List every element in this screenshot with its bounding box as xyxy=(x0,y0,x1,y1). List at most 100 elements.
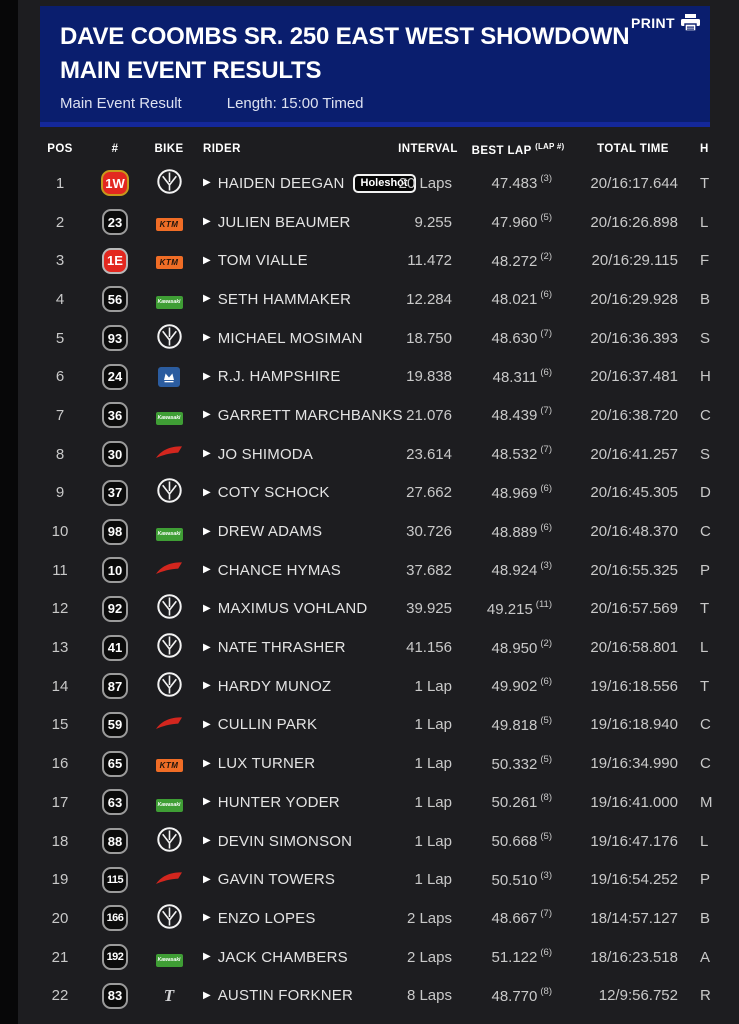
total-time: 20/16:17.644 xyxy=(590,174,678,192)
expand-arrow-icon[interactable]: ▶ xyxy=(203,951,211,963)
interval: 1 Lap xyxy=(414,755,452,773)
hometown: A xyxy=(700,948,711,966)
print-button[interactable]: PRINT xyxy=(631,14,700,31)
table-row[interactable]: 1 1W ▶ HAIDEN DEEGAN Holeshot 20 Laps 47… xyxy=(18,164,739,203)
table-row[interactable]: 6 24 ▶ R.J. HAMPSHIRE 19.838 48.311 (6) 2… xyxy=(18,357,739,396)
rider-name: JO SHIMODA xyxy=(217,445,314,463)
expand-arrow-icon[interactable]: ▶ xyxy=(203,525,211,537)
total-time: 12/9:56.752 xyxy=(598,987,678,1005)
interval: 2 Laps xyxy=(406,909,452,927)
expand-arrow-icon[interactable]: ▶ xyxy=(203,216,211,228)
rider-name: JULIEN BEAUMER xyxy=(217,213,351,231)
table-row[interactable]: 2 23 KTM ▶ JULIEN BEAUMER 9.255 47.960 (5… xyxy=(18,203,739,242)
number-plate: 93 xyxy=(102,325,128,352)
total-time: 19/16:18.940 xyxy=(590,716,678,734)
table-row[interactable]: 16 65 KTM ▶ LUX TURNER 1 Lap 50.332 (5) 1… xyxy=(18,744,739,783)
table-row[interactable]: 21 192 Kawasaki ▶ JACK CHAMBERS 2 Laps 5… xyxy=(18,938,739,977)
hometown: B xyxy=(700,290,711,308)
table-row[interactable]: 22 83 T ▶ AUSTIN FORKNER 8 Laps 48.770 (8… xyxy=(18,976,739,1015)
total-time: 19/16:34.990 xyxy=(590,755,678,773)
expand-arrow-icon[interactable]: ▶ xyxy=(203,680,211,692)
best-lap-number: (6) xyxy=(540,482,552,494)
rider-name: SETH HAMMAKER xyxy=(217,290,352,308)
total-time: 20/16:45.305 xyxy=(590,484,678,502)
expand-arrow-icon[interactable]: ▶ xyxy=(203,409,211,421)
table-row[interactable]: 20 166 ▶ ENZO LOPES 2 Laps 48.667 (7) 18/… xyxy=(18,899,739,938)
expand-arrow-icon[interactable]: ▶ xyxy=(203,602,211,614)
expand-arrow-icon[interactable]: ▶ xyxy=(203,254,211,266)
number-plate: 10 xyxy=(102,557,128,584)
rider-name: HUNTER YODER xyxy=(217,793,340,811)
table-row[interactable]: 17 63 Kawasaki ▶ HUNTER YODER 1 Lap 50.2… xyxy=(18,783,739,822)
expand-arrow-icon[interactable]: ▶ xyxy=(203,564,211,576)
interval: 37.682 xyxy=(406,561,452,579)
table-row[interactable]: 19 115 ▶ GAVIN TOWERS 1 Lap 50.510 (3) 19… xyxy=(18,860,739,899)
best-lap-time: 47.483 xyxy=(491,175,538,193)
table-row[interactable]: 11 10 ▶ CHANCE HYMAS 37.682 48.924 (3) 20… xyxy=(18,551,739,590)
best-lap-time: 48.924 xyxy=(491,562,538,580)
table-row[interactable]: 4 56 Kawasaki ▶ SETH HAMMAKER 12.284 48.… xyxy=(18,280,739,319)
position: 9 xyxy=(55,484,65,502)
expand-arrow-icon[interactable]: ▶ xyxy=(203,718,211,730)
honda-icon xyxy=(155,560,183,580)
expand-arrow-icon[interactable]: ▶ xyxy=(203,293,211,305)
best-lap-time: 50.261 xyxy=(491,794,538,812)
results-table: POS # BIKE RIDER INTERVAL BEST LAP (LAP … xyxy=(18,134,739,1015)
col-pos: POS xyxy=(47,143,73,155)
interval: 11.472 xyxy=(407,252,452,270)
hometown: T xyxy=(700,600,710,618)
number-plate: 115 xyxy=(102,866,128,893)
hometown: D xyxy=(700,484,711,502)
total-time: 20/16:36.393 xyxy=(590,329,678,347)
table-row[interactable]: 7 36 Kawasaki ▶ GARRETT MARCHBANKS 21.07… xyxy=(18,396,739,435)
expand-arrow-icon[interactable]: ▶ xyxy=(203,796,211,808)
expand-arrow-icon[interactable]: ▶ xyxy=(203,486,211,498)
expand-arrow-icon[interactable]: ▶ xyxy=(203,873,211,885)
expand-arrow-icon[interactable]: ▶ xyxy=(203,912,211,924)
table-row[interactable]: 3 1E KTM ▶ TOM VIALLE 11.472 48.272 (2) 2… xyxy=(18,241,739,280)
total-time: 18/16:23.518 xyxy=(590,948,678,966)
table-row[interactable]: 15 59 ▶ CULLIN PARK 1 Lap 49.818 (5) 19/1… xyxy=(18,706,739,745)
rider-name: COTY SCHOCK xyxy=(217,484,330,502)
interval: 27.662 xyxy=(406,484,452,502)
table-row[interactable]: 13 41 ▶ NATE THRASHER 41.156 48.950 (2) 2… xyxy=(18,628,739,667)
hometown: C xyxy=(700,523,711,541)
position: 11 xyxy=(52,561,68,579)
rider-name: TOM VIALLE xyxy=(217,252,308,270)
table-row[interactable]: 10 98 Kawasaki ▶ DREW ADAMS 30.726 48.88… xyxy=(18,512,739,551)
table-row[interactable]: 12 92 ▶ MAXIMUS VOHLAND 39.925 49.215 (11… xyxy=(18,590,739,629)
hometown: F xyxy=(700,252,710,270)
best-lap-time: 48.770 xyxy=(491,987,538,1005)
best-lap-time: 49.215 xyxy=(486,600,533,618)
position: 16 xyxy=(51,755,69,773)
table-row[interactable]: 14 87 ▶ HARDY MUNOZ 1 Lap 49.902 (6) 19/1… xyxy=(18,667,739,706)
interval: 39.925 xyxy=(406,600,452,618)
interval: 30.726 xyxy=(406,523,452,541)
table-row[interactable]: 5 93 ▶ MICHAEL MOSIMAN 18.750 48.630 (7) … xyxy=(18,319,739,358)
expand-arrow-icon[interactable]: ▶ xyxy=(203,757,211,769)
best-lap-time: 48.311 xyxy=(492,368,538,386)
ktm-icon: KTM xyxy=(155,755,183,773)
table-row[interactable]: 9 37 ▶ COTY SCHOCK 27.662 48.969 (6) 20/1… xyxy=(18,474,739,513)
table-row[interactable]: 8 30 ▶ JO SHIMODA 23.614 48.532 (7) 20/16… xyxy=(18,435,739,474)
best-lap-number: (5) xyxy=(540,212,552,224)
expand-arrow-icon[interactable]: ▶ xyxy=(203,989,211,1001)
best-lap-number: (11) xyxy=(535,598,552,610)
expand-arrow-icon[interactable]: ▶ xyxy=(203,641,211,653)
hometown: L xyxy=(700,213,709,231)
number-plate: 87 xyxy=(102,673,128,700)
expand-arrow-icon[interactable]: ▶ xyxy=(203,835,211,847)
hometown: L xyxy=(700,639,709,657)
honda-icon xyxy=(155,870,183,890)
expand-arrow-icon[interactable]: ▶ xyxy=(203,332,211,344)
expand-arrow-icon[interactable]: ▶ xyxy=(203,370,211,382)
table-row[interactable]: 18 88 ▶ DEVIN SIMONSON 1 Lap 50.668 (5) 1… xyxy=(18,822,739,861)
best-lap-time: 51.122 xyxy=(491,949,538,967)
hometown: P xyxy=(700,871,711,889)
expand-arrow-icon[interactable]: ▶ xyxy=(203,177,211,189)
rider-name: CHANCE HYMAS xyxy=(217,561,341,579)
expand-arrow-icon[interactable]: ▶ xyxy=(203,448,211,460)
position: 5 xyxy=(55,329,65,347)
event-title: DAVE COOMBS SR. 250 EAST WEST SHOWDOWN M… xyxy=(60,23,630,84)
best-lap-time: 48.889 xyxy=(491,523,538,541)
